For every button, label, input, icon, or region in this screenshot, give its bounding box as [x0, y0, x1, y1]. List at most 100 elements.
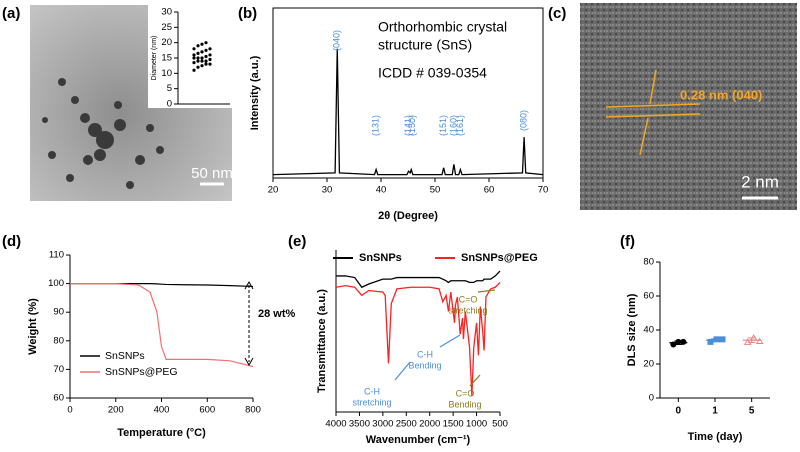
inset-bg: [148, 5, 232, 108]
point: [670, 341, 677, 348]
x-tick-label: 500: [492, 419, 508, 430]
note: structure (SnS): [378, 37, 472, 53]
x-tick-label: 60: [484, 185, 495, 196]
x-axis-label: Time (day): [688, 431, 743, 443]
point: [192, 68, 196, 72]
annotation: Bending: [408, 360, 441, 370]
point: [208, 57, 212, 62]
x-tick-label: 1000: [466, 419, 487, 430]
y-axis-label: Transmittance (a.u.): [316, 289, 328, 393]
y-tick-label: 60: [53, 393, 64, 404]
panel-label: (e): [288, 233, 306, 250]
y-tick-label: 20: [161, 37, 172, 48]
annotation-arrow: [477, 289, 496, 293]
point: [204, 54, 208, 59]
peak-label: (160): [448, 115, 458, 136]
peak-label: (131): [371, 115, 381, 136]
point: [196, 59, 200, 63]
x-tick-label: 1500: [443, 419, 464, 430]
annotation: C=O: [459, 294, 478, 304]
y-axis-label: Diameter (nm): [151, 36, 158, 81]
peak-label: (161): [455, 115, 465, 136]
data-line: [336, 270, 501, 289]
point: [204, 48, 208, 52]
x-tick-label: 20: [268, 185, 279, 196]
legend-label: SnSNPs: [105, 350, 145, 362]
scale-label: 50 nm: [191, 165, 233, 182]
y-tick-label: 110: [49, 250, 64, 261]
x-tick-label: 40: [376, 185, 387, 196]
peak-label: (151): [438, 115, 448, 136]
point: [196, 65, 200, 69]
y-tick-label: 70: [53, 364, 64, 375]
x-axis-label: Temperature (°C): [117, 427, 206, 439]
peak-label: (150): [407, 115, 417, 136]
y-tick-label: 25: [161, 22, 172, 33]
point: [192, 56, 196, 60]
point: [196, 56, 200, 60]
x-tick-label: 30: [322, 185, 333, 196]
data-line: [272, 48, 544, 176]
point: [200, 42, 204, 46]
x-tick-label: 800: [245, 405, 261, 416]
arrow-head: [244, 280, 254, 367]
annotation: 28 wt%: [258, 308, 296, 320]
point: [204, 59, 208, 63]
data-line: [70, 283, 254, 368]
point: [200, 59, 204, 63]
point: [719, 336, 726, 343]
y-tick-label: 15: [161, 53, 172, 64]
x-tick-label: 200: [108, 405, 124, 416]
point: [707, 338, 714, 345]
note: Orthorhombic crystal: [378, 19, 507, 35]
particles: [42, 78, 164, 189]
point: [200, 56, 204, 60]
x-tick-label: 5: [749, 406, 755, 417]
point: [204, 41, 208, 45]
x-tick-label: 3000: [372, 419, 393, 430]
panel-label: (b): [238, 5, 257, 22]
point: [749, 334, 758, 341]
y-tick-label: 10: [161, 68, 172, 79]
panel-label: (f): [620, 233, 635, 250]
legend-label: SnSNPs@PEG: [461, 252, 538, 264]
annotation-arrow: [469, 374, 481, 387]
point: [192, 53, 196, 57]
point: [208, 62, 212, 66]
point: [192, 61, 196, 65]
y-axis-label: Weight (%): [27, 298, 39, 355]
x-tick-label: 400: [154, 405, 170, 416]
y-tick-label: 0: [649, 393, 654, 404]
point: [196, 51, 200, 56]
legend-label: SnSNPs: [359, 252, 402, 264]
annotation: stretching: [448, 305, 487, 315]
peak-label: (080): [518, 110, 528, 131]
panel-label: (d): [2, 233, 21, 250]
peak-label: (141): [403, 115, 413, 136]
point: [208, 53, 212, 57]
point: [200, 50, 204, 54]
lattice-marks: [605, 69, 701, 156]
y-tick-label: 90: [53, 307, 64, 318]
point: [680, 338, 687, 345]
panel-label: (c): [548, 5, 566, 22]
point: [743, 338, 752, 345]
y-tick-label: 80: [643, 257, 654, 268]
x-tick-label: 50: [430, 185, 441, 196]
x-tick-label: 4000: [325, 419, 346, 430]
annotation: stretching: [352, 397, 391, 407]
point: [192, 47, 196, 51]
legend-label: SnSNPs@PEG: [105, 366, 178, 378]
x-tick-label: 1: [712, 406, 718, 417]
x-tick-label: 2500: [396, 419, 417, 430]
x-tick-label: 3500: [349, 419, 370, 430]
x-tick-label: 0: [676, 406, 682, 417]
plot-frame: [272, 7, 544, 179]
note: ICDD # 039-0354: [378, 65, 487, 81]
x-tick-label: 70: [538, 185, 549, 196]
annotation: C=O: [456, 388, 475, 398]
y-tick-label: 100: [48, 278, 64, 289]
y-tick-label: 30: [161, 7, 172, 18]
point: [204, 62, 208, 66]
lattice-label: 0.28 nm (040): [680, 87, 762, 102]
